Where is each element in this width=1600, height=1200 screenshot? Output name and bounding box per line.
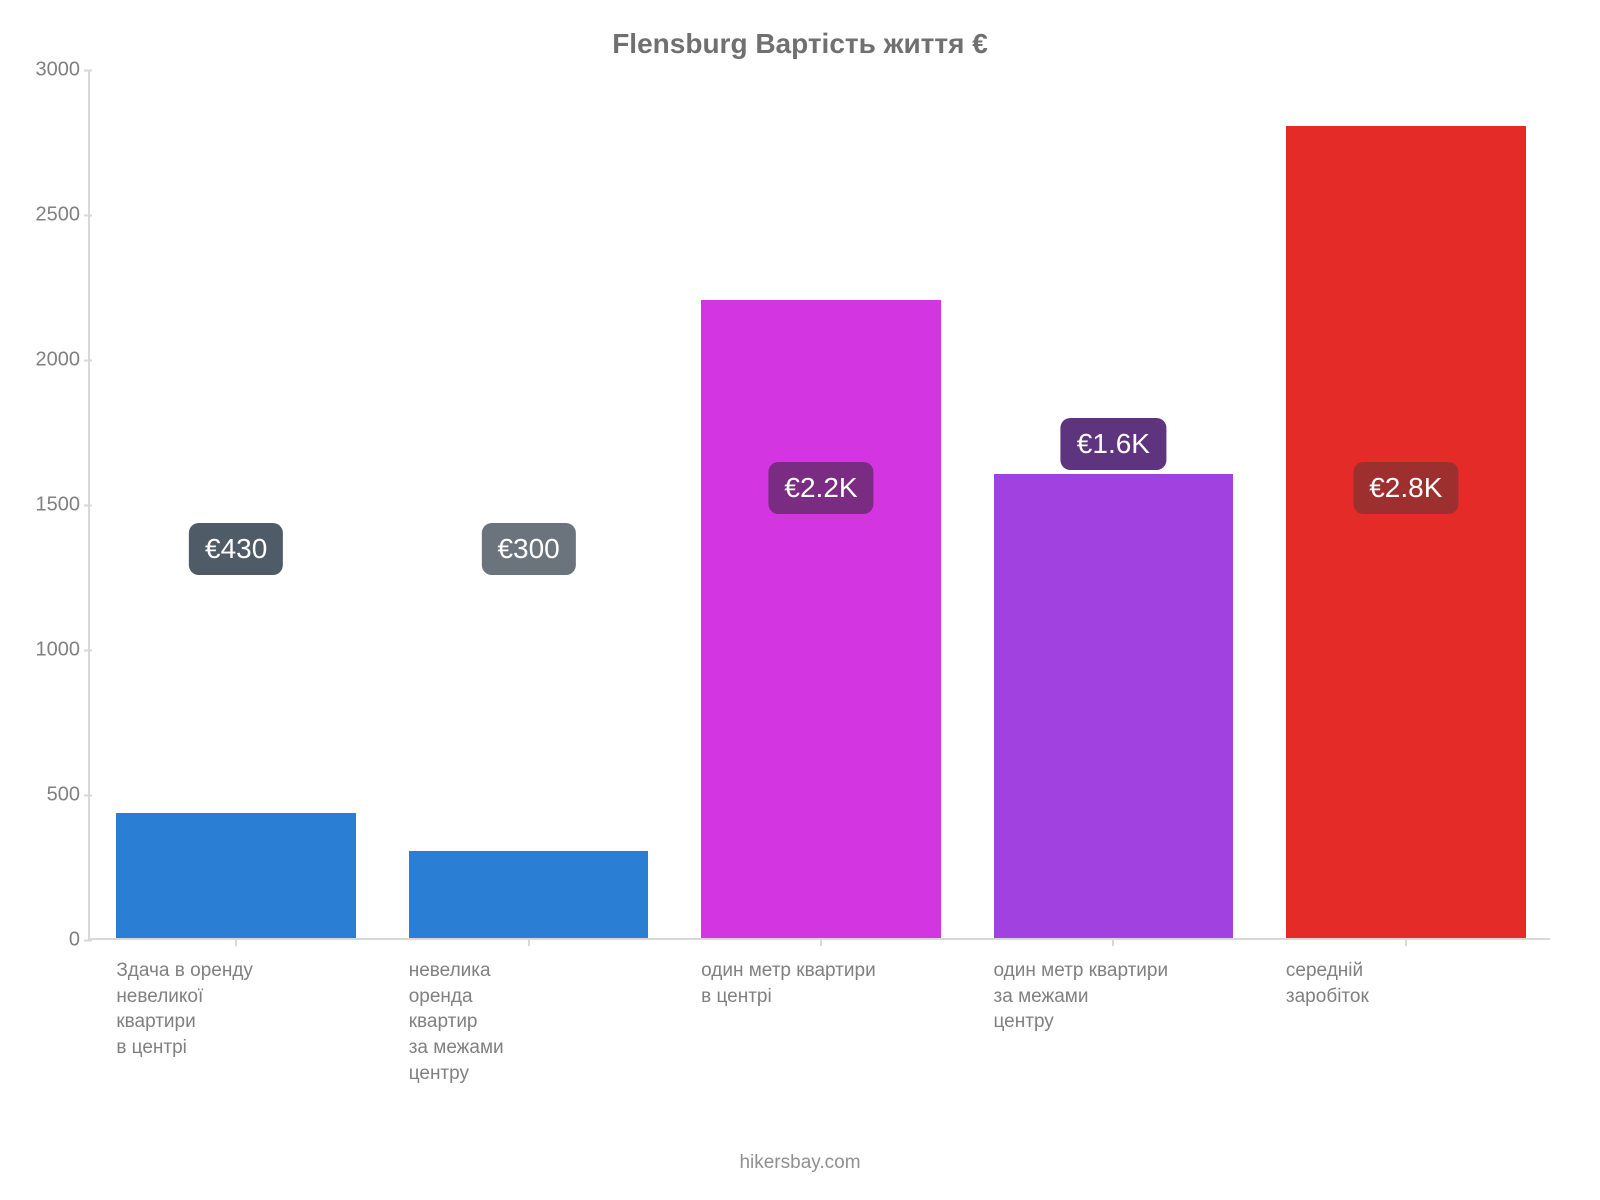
x-axis-label: Здача в орендуневеликоїквартирив центрі (116, 958, 386, 1061)
attribution-text: hikersbay.com (0, 1152, 1600, 1174)
y-tick-label: 2500 (20, 204, 80, 227)
x-tick-mark (528, 938, 530, 946)
bar (116, 813, 356, 938)
x-tick-mark (820, 938, 822, 946)
plot-area: 050010001500200025003000€430Здача в орен… (88, 70, 1550, 940)
value-badge: €2.2K (768, 462, 873, 514)
bar (1286, 126, 1526, 938)
value-badge: €2.8K (1353, 462, 1458, 514)
bar (701, 300, 941, 938)
x-tick-mark (1112, 938, 1114, 946)
bar (994, 474, 1234, 938)
y-tick-label: 2000 (20, 349, 80, 372)
y-tick-label: 1000 (20, 639, 80, 662)
value-badge: €1.6K (1061, 418, 1166, 470)
y-tick-label: 1500 (20, 494, 80, 517)
chart-container: Flensburg Вартість життя € 0500100015002… (0, 0, 1600, 1200)
x-axis-label: один метр квартирив центрі (701, 958, 971, 1009)
x-tick-mark (1405, 938, 1407, 946)
bar (409, 851, 649, 938)
x-axis-label: один метр квартириза межамицентру (994, 958, 1264, 1035)
x-tick-mark (235, 938, 237, 946)
y-tick-label: 0 (20, 929, 80, 952)
value-badge: €300 (481, 523, 575, 575)
y-tick-label: 3000 (20, 59, 80, 82)
value-badge: €430 (189, 523, 283, 575)
y-tick-label: 500 (20, 784, 80, 807)
x-axis-label: середнійзаробіток (1286, 958, 1556, 1009)
x-axis-label: невеликаорендаквартирза межамицентру (409, 958, 679, 1086)
chart-title: Flensburg Вартість життя € (0, 28, 1600, 60)
